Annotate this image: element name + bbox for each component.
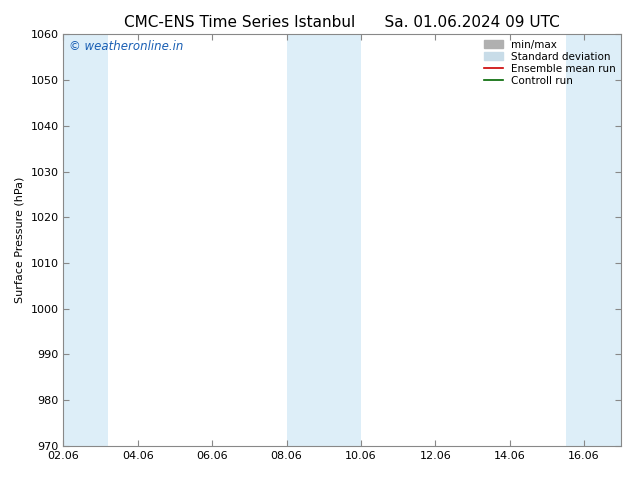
Text: © weatheronline.in: © weatheronline.in [69, 41, 183, 53]
Y-axis label: Surface Pressure (hPa): Surface Pressure (hPa) [15, 177, 25, 303]
Bar [566, 34, 621, 446]
Legend: min/max, Standard deviation, Ensemble mean run, Controll run: min/max, Standard deviation, Ensemble me… [481, 36, 619, 89]
Bar [63, 34, 108, 446]
Title: CMC-ENS Time Series Istanbul      Sa. 01.06.2024 09 UTC: CMC-ENS Time Series Istanbul Sa. 01.06.2… [124, 15, 560, 30]
Bar [287, 34, 361, 446]
